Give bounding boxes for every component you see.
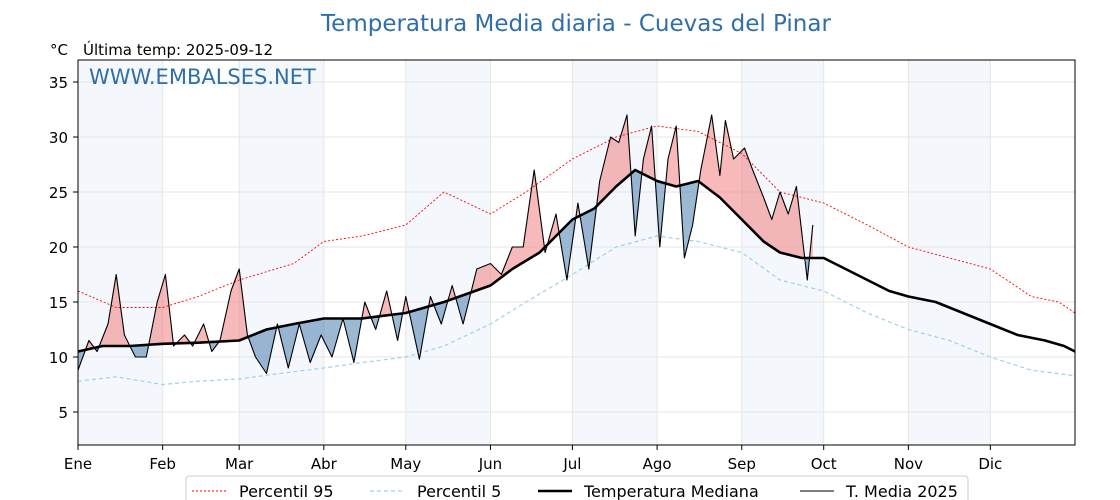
fill-above-median [220, 269, 249, 342]
y-tick-label: 5 [58, 404, 68, 422]
month-band-ene [78, 60, 163, 445]
fill-above-median [195, 324, 210, 343]
y-axis-label: °C [50, 41, 68, 59]
fill-above-median [699, 115, 806, 258]
y-tick-label: 25 [49, 184, 68, 202]
month-band-mar [239, 60, 324, 445]
fill-below-median [371, 316, 380, 330]
x-axis-ticks: Ene Feb Mar Abr May Jun Jul Ago Sep Oct Nov Dic [64, 445, 1002, 473]
watermark: WWW.EMBALSES.NET [89, 65, 316, 89]
legend: Percentil 95 Percentil 5 Temperatura Media… [185, 475, 969, 500]
series-line-median [77, 168, 1076, 353]
fill-above-median [448, 285, 457, 301]
x-tick-label-jul: Jul [562, 455, 581, 473]
x-tick-label-dic: Dic [978, 455, 1002, 473]
fill-above-median [379, 291, 393, 317]
fill-below-median [409, 306, 429, 360]
fill-below-median [434, 300, 449, 324]
chart-subtitle: Última temp: 2025-09-12 [83, 40, 273, 59]
legend-label-median: Temperatura Mediana [583, 482, 759, 500]
month-band-jul [572, 60, 658, 445]
x-tick-label-nov: Nov [894, 455, 923, 473]
series-line-current [77, 114, 814, 375]
y-tick-label: 30 [49, 129, 68, 147]
x-tick-label-feb: Feb [149, 455, 176, 473]
fill-below-median [680, 181, 700, 258]
month-band-may [405, 60, 491, 445]
y-tick-label: 35 [49, 74, 68, 92]
fill-above-median [597, 115, 632, 206]
legend-label-p95: Percentil 95 [239, 482, 334, 500]
plot-frame [77, 59, 1076, 446]
fill-below-median [655, 180, 667, 247]
y-tick-label: 10 [49, 349, 68, 367]
x-tick-label-abr: Abr [311, 455, 338, 473]
fill-below-median [344, 318, 363, 363]
x-tick-label-oct: Oct [811, 455, 837, 473]
series-line-p5 [77, 235, 1076, 386]
fill-above-median [149, 274, 174, 345]
legend-label-current: T. Media 2025 [845, 482, 958, 500]
legend-box [185, 475, 969, 500]
y-axis-ticks: 5 10 15 20 25 30 35 [49, 74, 78, 422]
fill-below-median [392, 313, 403, 341]
month-band-nov [908, 60, 991, 445]
fill-below-median [631, 170, 643, 236]
fill-above-median [471, 170, 546, 293]
x-tick-label-ago: Ago [643, 455, 672, 473]
fill-below-median [456, 292, 472, 324]
legend-label-p5: Percentil 5 [417, 482, 501, 500]
fill-above-median [176, 335, 192, 344]
fill-below-median [248, 327, 278, 374]
fill-below-median [131, 344, 149, 357]
series-line-p95 [77, 125, 1076, 314]
y-tick-label: 15 [49, 294, 68, 312]
fill-below-median [278, 318, 343, 368]
x-tick-label-sep: Sep [728, 455, 756, 473]
chart-title: Temperatura Media diaria - Cuevas del Pi… [320, 11, 831, 37]
fill-below-median [560, 217, 577, 280]
grid-lines [77, 60, 1075, 445]
fill-below-median [78, 349, 87, 371]
x-tick-label-may: May [390, 455, 421, 473]
fill-below-median [580, 205, 597, 269]
x-tick-label-jun: Jun [478, 455, 502, 473]
x-tick-label-ene: Ene [64, 455, 92, 473]
y-tick-label: 20 [49, 239, 68, 257]
series-lines [77, 114, 1076, 386]
x-tick-label-mar: Mar [225, 455, 254, 473]
